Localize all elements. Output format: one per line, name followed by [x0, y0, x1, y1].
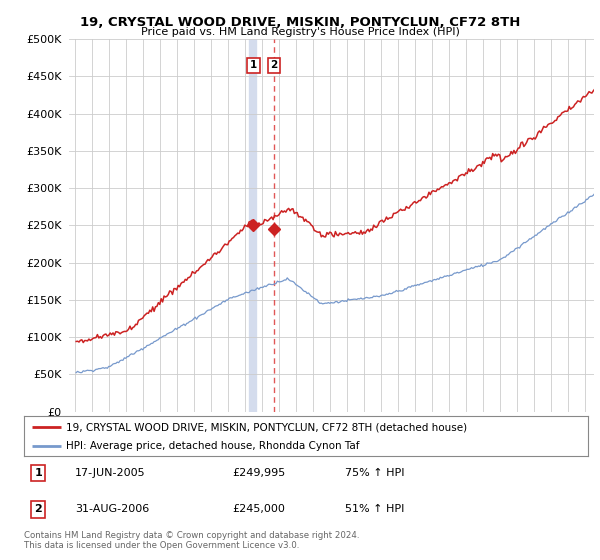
Text: 17-JUN-2005: 17-JUN-2005 — [75, 468, 145, 478]
Text: 31-AUG-2006: 31-AUG-2006 — [75, 505, 149, 515]
Text: 1: 1 — [34, 468, 42, 478]
Text: 2: 2 — [34, 505, 42, 515]
Text: 1: 1 — [250, 60, 257, 70]
Text: 19, CRYSTAL WOOD DRIVE, MISKIN, PONTYCLUN, CF72 8TH: 19, CRYSTAL WOOD DRIVE, MISKIN, PONTYCLU… — [80, 16, 520, 29]
Text: 2: 2 — [270, 60, 277, 70]
Text: Contains HM Land Registry data © Crown copyright and database right 2024.: Contains HM Land Registry data © Crown c… — [24, 531, 359, 540]
Text: 75% ↑ HPI: 75% ↑ HPI — [346, 468, 405, 478]
Text: £245,000: £245,000 — [233, 505, 286, 515]
Text: Price paid vs. HM Land Registry's House Price Index (HPI): Price paid vs. HM Land Registry's House … — [140, 27, 460, 37]
Text: This data is licensed under the Open Government Licence v3.0.: This data is licensed under the Open Gov… — [24, 541, 299, 550]
Text: 19, CRYSTAL WOOD DRIVE, MISKIN, PONTYCLUN, CF72 8TH (detached house): 19, CRYSTAL WOOD DRIVE, MISKIN, PONTYCLU… — [66, 422, 467, 432]
Text: 51% ↑ HPI: 51% ↑ HPI — [346, 505, 405, 515]
Text: HPI: Average price, detached house, Rhondda Cynon Taf: HPI: Average price, detached house, Rhon… — [66, 441, 360, 451]
Text: £249,995: £249,995 — [233, 468, 286, 478]
